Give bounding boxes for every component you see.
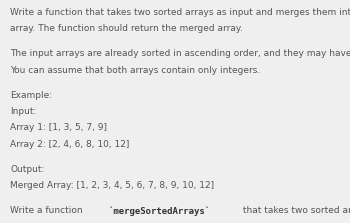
Text: `mergeSortedArrays`: `mergeSortedArrays` [108,206,210,216]
Text: Input:: Input: [10,107,37,116]
Text: Merged Array: [1, 2, 3, 4, 5, 6, 7, 8, 9, 10, 12]: Merged Array: [1, 2, 3, 4, 5, 6, 7, 8, 9… [10,181,215,190]
Text: Write a function: Write a function [10,206,86,215]
Text: Write a function that takes two sorted arrays as input and merges them into a si: Write a function that takes two sorted a… [10,8,350,17]
Text: The input arrays are already sorted in ascending order, and they may have differ: The input arrays are already sorted in a… [10,49,350,58]
Text: that takes two sorted arrays as parameters and: that takes two sorted arrays as paramete… [240,206,350,215]
Text: Example:: Example: [10,91,52,100]
Text: Array 2: [2, 4, 6, 8, 10, 12]: Array 2: [2, 4, 6, 8, 10, 12] [10,140,130,149]
Text: array. The function should return the merged array.: array. The function should return the me… [10,24,243,33]
Text: You can assume that both arrays contain only integers.: You can assume that both arrays contain … [10,66,261,75]
Text: Array 1: [1, 3, 5, 7, 9]: Array 1: [1, 3, 5, 7, 9] [10,123,107,132]
Text: Output:: Output: [10,165,45,174]
